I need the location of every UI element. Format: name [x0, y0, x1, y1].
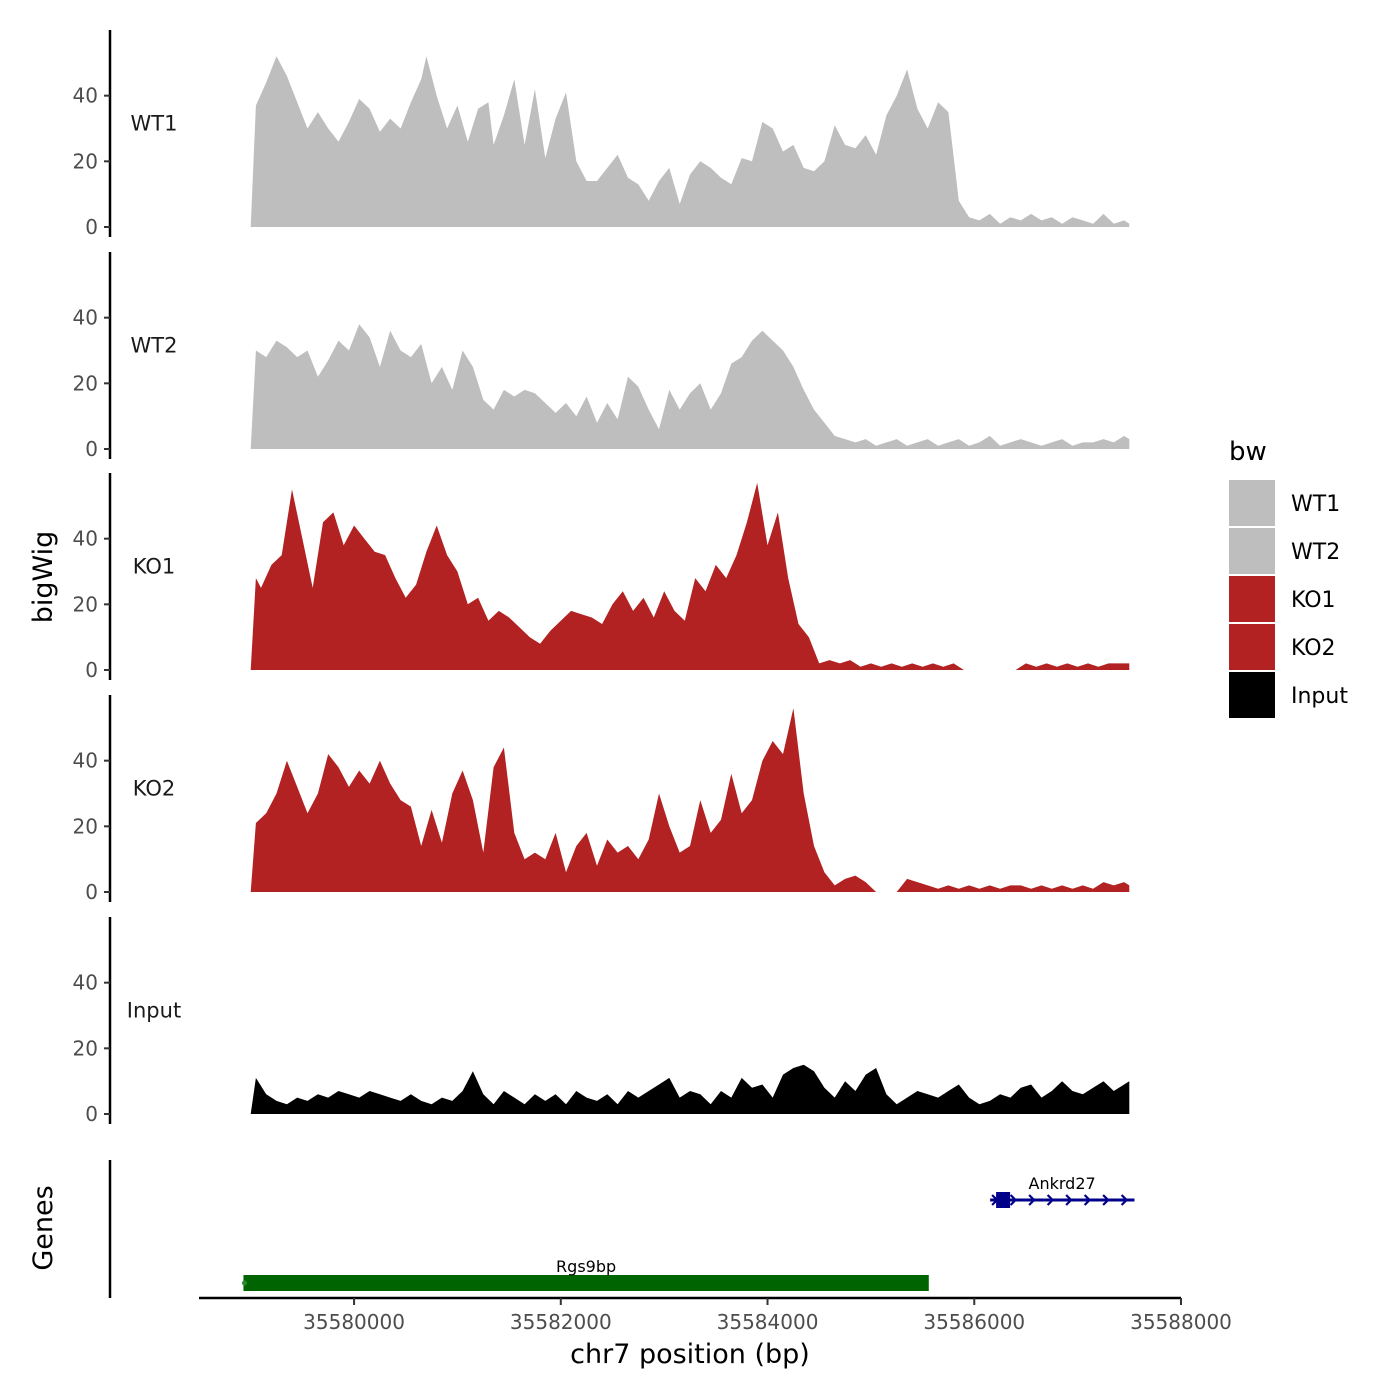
legend-item-ko2: KO2	[1229, 624, 1336, 670]
track-label-input: Input	[127, 999, 181, 1023]
x-tick-label: 35584000	[717, 1310, 819, 1334]
area-ko2	[250, 708, 1130, 892]
gene-track: Rgs9bp Ankrd27	[108, 1160, 1135, 1298]
y-axis-title: bigWig	[28, 531, 59, 624]
y-tick-label: 40	[73, 84, 98, 108]
x-axis: 35580000 35582000 35584000 35586000 35588000	[199, 1296, 1232, 1334]
legend-swatch	[1229, 624, 1275, 670]
legend-item-wt1: WT1	[1229, 480, 1340, 526]
y-tick-label: 0	[85, 880, 98, 904]
strand-arrow-icon	[1009, 1194, 1018, 1206]
track-ko1: 0 20 40 KO1	[73, 473, 1130, 682]
strand-arrow-icon	[1028, 1194, 1036, 1206]
gene-exon	[996, 1192, 1011, 1208]
strand-arrow-icon	[991, 1194, 999, 1206]
track-label-wt2: WT2	[131, 334, 178, 358]
track-label-ko1: KO1	[133, 555, 176, 579]
legend-item-input: Input	[1229, 672, 1348, 718]
y-tick-label: 20	[73, 371, 98, 395]
area-wt2	[250, 324, 1130, 449]
gene-label: Ankrd27	[1029, 1174, 1096, 1193]
track-ko2: 0 20 40 KO2	[73, 695, 1130, 904]
gene-start-marker	[241, 1280, 247, 1286]
strand-arrow-icon	[1083, 1194, 1092, 1206]
x-tick-label: 35588000	[1130, 1310, 1232, 1334]
legend-item-wt2: WT2	[1229, 528, 1340, 574]
bigwig-tracks: 0 20 40 WT1 0 20 40 WT2 0 20 40 KO1 0 20 40 KO2 0 20 40 Inp…	[73, 30, 1130, 1126]
legend: bw WT1 WT2 KO1 KO2 Input	[1229, 437, 1348, 718]
gene-body	[243, 1275, 929, 1291]
strand-arrow-icon	[1120, 1194, 1129, 1206]
y-tick-label: 20	[73, 814, 98, 838]
track-wt1: 0 20 40 WT1	[73, 30, 1130, 239]
legend-label: WT2	[1291, 540, 1340, 565]
legend-swatch	[1229, 672, 1275, 718]
gene-rgs9bp: Rgs9bp	[241, 1257, 929, 1291]
x-axis-title: chr7 position (bp)	[570, 1339, 810, 1370]
y-tick-label: 20	[73, 149, 98, 173]
gene-ankrd27: Ankrd27	[990, 1174, 1135, 1208]
y-tick-label: 0	[85, 658, 98, 682]
legend-item-ko1: KO1	[1229, 576, 1336, 622]
y-tick-label: 40	[73, 971, 98, 995]
y-tick-label: 0	[85, 1102, 98, 1126]
strand-arrow-icon	[1046, 1194, 1055, 1206]
gene-label: Rgs9bp	[556, 1257, 616, 1276]
legend-label: KO2	[1291, 636, 1336, 661]
y-tick-label: 20	[73, 1036, 98, 1060]
y-tick-label: 40	[73, 527, 98, 551]
y-tick-label: 40	[73, 749, 98, 773]
track-wt2: 0 20 40 WT2	[73, 252, 1130, 461]
strand-arrow-icon	[1102, 1194, 1110, 1206]
legend-swatch	[1229, 528, 1275, 574]
x-tick-label: 35586000	[923, 1310, 1025, 1334]
legend-title: bw	[1229, 437, 1267, 467]
y-tick-label: 40	[73, 306, 98, 330]
area-wt1	[250, 56, 1130, 227]
y-tick-label: 0	[85, 215, 98, 239]
track-label-wt1: WT1	[131, 112, 178, 136]
legend-swatch	[1229, 480, 1275, 526]
x-tick-label: 35580000	[303, 1310, 405, 1334]
area-ko1	[250, 482, 1130, 670]
legend-label: WT1	[1291, 492, 1340, 517]
legend-label: KO1	[1291, 588, 1336, 613]
area-input	[250, 1064, 1130, 1114]
track-input: 0 20 40 Input	[73, 917, 1130, 1126]
gene-track-title: Genes	[28, 1185, 59, 1270]
legend-label: Input	[1291, 684, 1348, 709]
x-tick-label: 35582000	[510, 1310, 612, 1334]
strand-arrow-icon	[1065, 1194, 1073, 1206]
y-tick-label: 0	[85, 437, 98, 461]
y-tick-label: 20	[73, 592, 98, 616]
track-label-ko2: KO2	[133, 777, 176, 801]
legend-swatch	[1229, 576, 1275, 622]
